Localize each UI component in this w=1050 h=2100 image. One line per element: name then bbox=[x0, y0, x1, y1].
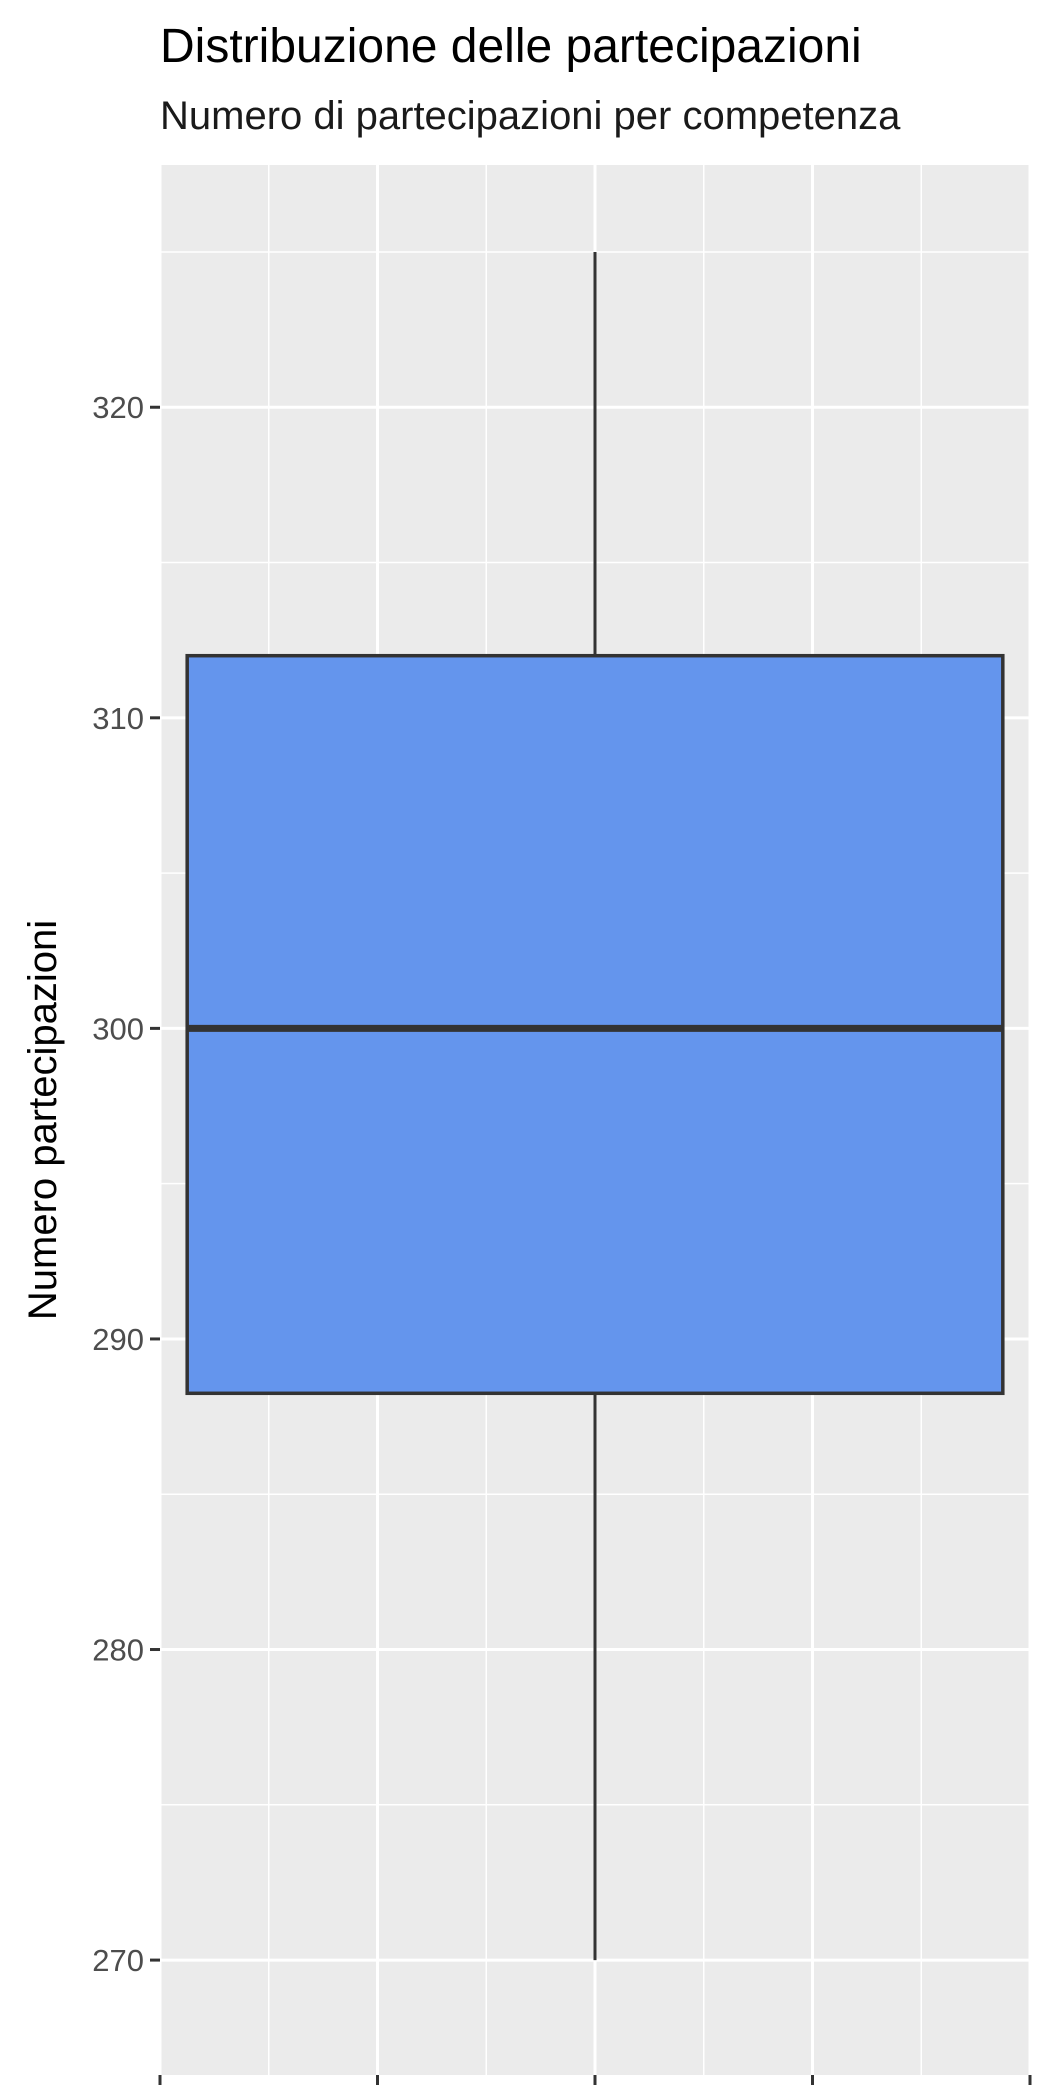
interquartile-box bbox=[185, 653, 1005, 1396]
axes: 270 280 290 300 310 320 bbox=[92, 390, 1032, 2085]
y-tick-label: 300 bbox=[92, 1011, 144, 1046]
y-tick-label: 270 bbox=[92, 1943, 144, 1978]
chart-subtitle: Numero di partecipazioni per competenza bbox=[160, 94, 901, 138]
y-tick-label: 280 bbox=[92, 1633, 144, 1668]
boxplot-layer bbox=[185, 251, 1005, 1961]
y-axis-title: Numero partecipazioni bbox=[21, 920, 65, 1320]
y-tick-label: 320 bbox=[92, 390, 144, 425]
y-tick-label: 310 bbox=[92, 701, 144, 736]
y-tick-label: 290 bbox=[92, 1322, 144, 1357]
chart-title: Distribuzione delle partecipazioni bbox=[160, 20, 862, 73]
